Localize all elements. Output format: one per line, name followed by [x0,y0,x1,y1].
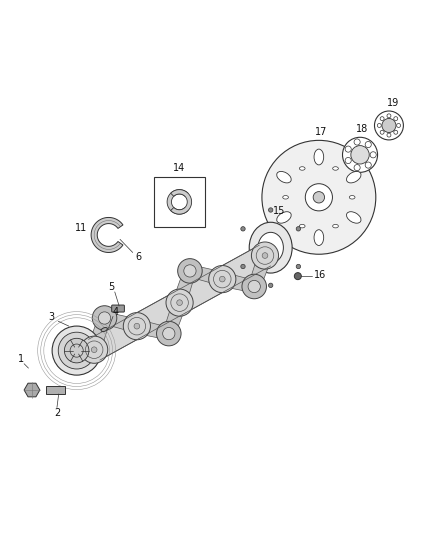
Polygon shape [165,294,184,341]
Text: 15: 15 [273,206,286,216]
Ellipse shape [277,212,291,223]
Ellipse shape [346,212,361,223]
Ellipse shape [351,146,369,164]
Text: 17: 17 [315,127,327,138]
Text: 3: 3 [48,312,54,322]
Ellipse shape [350,196,355,199]
Ellipse shape [166,289,193,316]
Ellipse shape [64,338,89,363]
Circle shape [365,141,371,148]
Text: 16: 16 [314,270,326,280]
Ellipse shape [374,111,403,140]
Ellipse shape [343,138,378,172]
Ellipse shape [249,222,292,273]
Polygon shape [90,311,109,358]
Ellipse shape [387,133,391,137]
Ellipse shape [92,306,117,330]
Polygon shape [132,318,173,341]
Ellipse shape [262,253,268,259]
Ellipse shape [387,114,391,118]
Ellipse shape [134,324,140,329]
Circle shape [241,264,245,269]
Text: 18: 18 [356,124,368,134]
Ellipse shape [377,124,381,127]
Text: 6: 6 [135,252,141,262]
Bar [154,177,205,227]
Text: 1: 1 [18,354,24,365]
Ellipse shape [333,224,338,228]
Ellipse shape [184,265,196,277]
Polygon shape [88,245,271,360]
Ellipse shape [380,117,384,120]
Polygon shape [167,190,188,214]
Circle shape [296,264,300,269]
Text: 4: 4 [112,307,118,317]
Polygon shape [171,190,191,214]
Circle shape [268,283,273,287]
Circle shape [268,208,273,212]
Polygon shape [218,271,258,294]
Ellipse shape [99,312,111,324]
Polygon shape [24,383,40,397]
Ellipse shape [346,172,361,183]
Polygon shape [101,311,141,335]
Ellipse shape [52,326,101,375]
Circle shape [294,273,301,280]
Ellipse shape [208,265,236,293]
Text: 11: 11 [75,223,87,233]
Bar [46,386,65,394]
Ellipse shape [101,328,107,332]
Circle shape [241,227,245,231]
Circle shape [354,139,360,145]
Ellipse shape [92,347,97,352]
Ellipse shape [124,312,151,340]
Text: 19: 19 [387,98,399,108]
Ellipse shape [258,232,283,263]
Ellipse shape [394,117,398,120]
Ellipse shape [277,172,291,183]
Ellipse shape [251,242,279,269]
Ellipse shape [394,130,398,134]
Ellipse shape [283,196,288,199]
Ellipse shape [262,140,376,254]
Ellipse shape [305,184,332,211]
Ellipse shape [242,274,266,299]
Ellipse shape [313,191,325,203]
FancyBboxPatch shape [112,305,124,312]
Ellipse shape [314,230,324,246]
Ellipse shape [314,149,324,165]
Circle shape [345,146,351,152]
Ellipse shape [162,327,175,340]
Ellipse shape [248,280,260,293]
Text: 14: 14 [173,163,185,173]
Ellipse shape [81,336,108,364]
Text: 5: 5 [108,281,114,292]
Ellipse shape [299,224,305,228]
Ellipse shape [299,167,305,170]
Ellipse shape [382,118,396,133]
Ellipse shape [333,167,338,170]
Ellipse shape [58,332,95,369]
Circle shape [365,162,371,168]
Text: 2: 2 [54,408,60,418]
Ellipse shape [156,321,181,346]
Ellipse shape [178,259,202,283]
Ellipse shape [380,130,384,134]
Ellipse shape [397,124,401,127]
Circle shape [345,157,351,164]
Circle shape [354,165,360,171]
Ellipse shape [219,276,225,282]
Polygon shape [250,247,269,294]
Polygon shape [91,217,123,253]
Ellipse shape [177,300,183,305]
Circle shape [296,227,300,231]
Polygon shape [175,264,194,311]
Circle shape [370,152,376,158]
Polygon shape [186,264,227,287]
